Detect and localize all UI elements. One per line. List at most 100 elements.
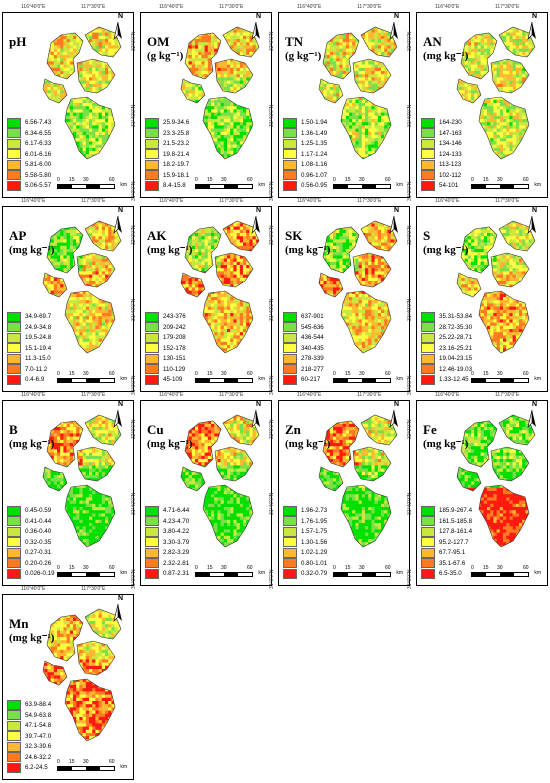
coord-label-lat: 32°0'0"N — [131, 226, 137, 245]
legend-label: 19.04-23.15 — [439, 355, 472, 362]
coord-label-lat: 31°0'0"N — [407, 376, 413, 395]
scale-tick-label: 30 — [359, 371, 365, 377]
coord-label-lat: 31°40'0"N — [131, 493, 137, 515]
scale-tick-label: 0 — [333, 177, 336, 183]
legend-label: 5.81-6.00 — [25, 161, 51, 168]
coord-label-west: 116°40'0"E — [21, 392, 45, 398]
legend-item: 0.36-0.40 — [7, 527, 55, 538]
legend-label: 0.56-0.95 — [301, 182, 327, 189]
coord-label-west: 116°40'0"E — [159, 392, 183, 398]
scale-tick-label: 15 — [345, 565, 351, 571]
legend-swatch — [7, 354, 21, 364]
legend-item: 54.9-63.8 — [7, 710, 51, 721]
map-title: SK(mg kg⁻¹) — [285, 229, 330, 257]
legend-item: 24.6-32.2 — [7, 752, 51, 763]
legend-swatch — [7, 731, 21, 741]
legend-label: 3.80-4.22 — [163, 528, 189, 535]
legend-label: 8.4-15.8 — [163, 182, 186, 189]
legend-label: 35.31-53.84 — [439, 313, 472, 320]
scale-tick-label: 60 — [385, 371, 391, 377]
legend-label: 4.23-4.70 — [163, 518, 189, 525]
legend-item: 47.1-54.8 — [7, 721, 51, 732]
legend-item: 6.34-6.55 — [7, 128, 51, 139]
legend-item: 39.7-47.0 — [7, 731, 51, 742]
legend-label: 6.5-35.0 — [439, 570, 462, 577]
legend-label: 1.25-1.35 — [301, 140, 327, 147]
legend-swatch — [421, 364, 435, 374]
legend-swatch — [7, 548, 21, 558]
legend-swatch — [7, 181, 21, 191]
legend-swatch — [7, 333, 21, 343]
legend-item: 8.4-15.8 — [145, 181, 189, 192]
legend-item: 18.2-19.7 — [145, 160, 189, 171]
map-title: Cu(mg kg⁻¹) — [147, 423, 192, 451]
map-title: TN(g kg⁻¹) — [285, 35, 321, 63]
map-title-text: Fe — [423, 422, 437, 437]
map-title-text: AP — [9, 228, 26, 243]
legend-item: 35.1-67.6 — [421, 558, 472, 569]
scale-unit: km — [120, 570, 127, 576]
scale-tick-label: 0 — [195, 371, 198, 377]
legend-swatch — [283, 139, 297, 149]
legend-item: 0.96-1.07 — [283, 170, 327, 181]
scale-tick-label: 60 — [109, 759, 115, 765]
legend-item: 1.50-1.94 — [283, 118, 327, 129]
map-unit: (mg kg⁻¹) — [423, 243, 468, 257]
map-title: AN(mg kg⁻¹) — [423, 35, 468, 63]
legend-label: 1.57-1.75 — [301, 528, 327, 535]
legend-label: 11.3-15.0 — [25, 355, 51, 362]
legend-swatch — [421, 343, 435, 353]
scale-unit: km — [534, 376, 541, 382]
legend-swatch — [283, 569, 297, 579]
scale-tick-label: 15 — [483, 565, 489, 571]
legend-item: 1.17-1.24 — [283, 149, 327, 160]
map-title: Zn(mg kg⁻¹) — [285, 423, 330, 451]
legend-item: 124-133 — [421, 149, 462, 160]
coord-label-east: 117°30'0"E — [81, 4, 105, 10]
legend-label: 0.41-0.44 — [25, 518, 51, 525]
legend-item: 1.30-1.56 — [283, 537, 327, 548]
map-title-text: AK — [147, 228, 167, 243]
scale-tick-label: 30 — [359, 565, 365, 571]
coord-label-lat: 31°40'0"N — [269, 493, 275, 515]
north-arrow-icon — [249, 409, 263, 431]
legend-swatch — [421, 537, 435, 547]
legend-label: 545-636 — [301, 324, 324, 331]
legend-swatch — [7, 700, 21, 710]
legend-item: 63.9-88.4 — [7, 700, 51, 711]
legend-item: 3.80-4.22 — [145, 527, 189, 538]
scale-tick-label: 0 — [471, 177, 474, 183]
legend-swatch — [7, 312, 21, 322]
legend-item: 0.45-0.59 — [7, 506, 55, 517]
legend-item: 4.71-6.44 — [145, 506, 189, 517]
legend-label: 1.76-1.95 — [301, 518, 327, 525]
legend-swatch — [7, 721, 21, 731]
coord-label-lat: 31°0'0"N — [131, 376, 137, 395]
legend-label: 24.6-32.2 — [25, 754, 51, 761]
legend-item: 110-129 — [145, 364, 186, 375]
north-arrow-icon — [111, 215, 125, 237]
legend-label: 25.22-28.71 — [439, 334, 472, 341]
north-label: N — [532, 401, 537, 408]
scale-tick-label: 15 — [483, 371, 489, 377]
legend-swatch — [145, 364, 159, 374]
map-title: Fe(mg kg⁻¹) — [423, 423, 468, 451]
legend-item: 0.80-1.01 — [283, 558, 327, 569]
coord-label-lat: 31°40'0"N — [131, 299, 137, 321]
coord-label-west: 116°40'0"E — [297, 198, 321, 204]
scale-tick-label: 60 — [247, 177, 253, 183]
scale-tick-label: 15 — [207, 177, 213, 183]
coord-label-lat: 31°0'0"N — [131, 182, 137, 201]
